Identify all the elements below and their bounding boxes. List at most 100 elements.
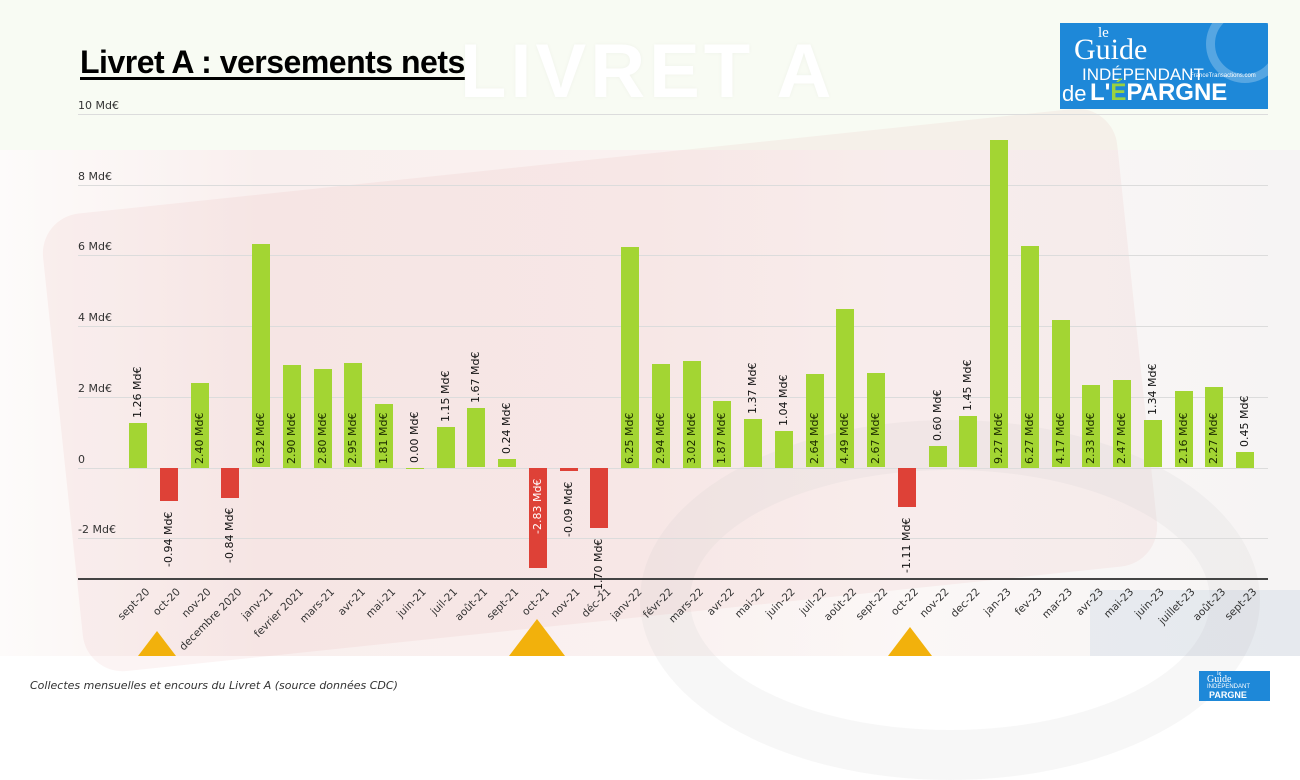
bar — [929, 446, 947, 467]
bar — [221, 468, 239, 498]
bar — [744, 419, 762, 467]
triangle-marker-icon — [888, 627, 932, 656]
y-tick-label: 6 Md€ — [78, 240, 112, 253]
bar — [652, 364, 670, 468]
bar — [560, 468, 578, 471]
value-label: -1.11 Md€ — [900, 517, 913, 573]
brand-logo-small: le Guide INDÉPENDANT PARGNE — [1199, 671, 1270, 701]
bar — [621, 247, 639, 468]
bar — [498, 459, 516, 467]
x-tick-label: mar-23 — [1040, 586, 1075, 621]
source-caption: Collectes mensuelles et encours du Livre… — [30, 679, 398, 692]
x-tick-label: juin-21 — [395, 586, 430, 621]
bar — [1144, 420, 1162, 467]
triangle-marker-icon — [138, 631, 176, 656]
x-tick-label: mai-21 — [364, 586, 399, 621]
bar — [129, 423, 147, 468]
bar — [683, 361, 701, 468]
value-label: 2.40 Md€ — [193, 412, 206, 464]
value-label: 1.67 Md€ — [469, 351, 482, 403]
bar — [1236, 452, 1254, 468]
x-axis-line — [78, 578, 1268, 580]
value-label: 1.04 Md€ — [777, 374, 790, 426]
x-tick-label: fev-23 — [1012, 586, 1045, 618]
value-label: 0.60 Md€ — [931, 389, 944, 441]
chart-title: Livret A : versements nets — [80, 44, 465, 80]
logo-text-de: de — [1062, 81, 1087, 106]
x-tick-label: sept-20 — [115, 586, 153, 623]
value-label: 2.27 Md€ — [1207, 412, 1220, 464]
value-label: 1.26 Md€ — [131, 366, 144, 418]
value-label: 2.16 Md€ — [1177, 412, 1190, 464]
bar — [191, 383, 209, 468]
bar — [314, 369, 332, 468]
gridline — [78, 326, 1268, 327]
gridline — [78, 255, 1268, 256]
value-label: 2.94 Md€ — [654, 412, 667, 464]
bar — [990, 140, 1008, 468]
bar — [252, 244, 270, 467]
bar — [406, 468, 424, 469]
y-tick-label: 0 — [78, 453, 85, 466]
value-label: 2.67 Md€ — [869, 412, 882, 464]
value-label: 3.02 Md€ — [685, 412, 698, 464]
bar — [1113, 380, 1131, 467]
bar — [806, 374, 824, 467]
x-tick-label: avr-23 — [1073, 586, 1106, 619]
gridline — [78, 114, 1268, 115]
value-label: 0.24 Md€ — [500, 402, 513, 454]
triangle-marker-icon — [509, 619, 565, 656]
bar — [898, 468, 916, 507]
logo-text-le: le — [1098, 25, 1109, 41]
x-tick-label: août-23 — [1191, 586, 1229, 624]
value-label: 2.47 Md€ — [1115, 412, 1128, 464]
value-label: 0.00 Md€ — [408, 411, 421, 463]
x-tick-label: nov-22 — [917, 586, 952, 621]
value-label: 6.32 Md€ — [254, 412, 267, 464]
x-tick-label: sept-22 — [853, 586, 891, 623]
value-label: 1.15 Md€ — [439, 370, 452, 422]
bar — [529, 468, 547, 568]
logo-text-guide: Guide — [1074, 33, 1148, 66]
value-label: -2.83 Md€ — [531, 478, 544, 534]
x-tick-label: avr-21 — [335, 586, 368, 619]
x-tick-label: sept-21 — [484, 586, 522, 623]
value-label: 4.49 Md€ — [838, 412, 851, 464]
bar — [1205, 387, 1223, 467]
value-label: 0.45 Md€ — [1238, 395, 1251, 447]
value-label: 9.27 Md€ — [992, 412, 1005, 464]
x-tick-label: oct-20 — [151, 586, 184, 619]
value-label: 2.33 Md€ — [1084, 412, 1097, 464]
value-label: 2.64 Md€ — [808, 412, 821, 464]
logo-text-epargne: L'ÉPARGNE — [1090, 79, 1228, 106]
y-tick-label: 2 Md€ — [78, 382, 112, 395]
y-tick-label: 8 Md€ — [78, 170, 112, 183]
y-tick-label: 4 Md€ — [78, 311, 112, 324]
watermark-text: LIVRET A — [460, 29, 836, 114]
bar — [1021, 246, 1039, 468]
x-tick-label: août-22 — [822, 586, 860, 624]
value-label: 6.25 Md€ — [623, 412, 636, 464]
x-tick-label: nov-21 — [548, 586, 583, 621]
value-label: -0.84 Md€ — [223, 507, 236, 563]
value-label: 4.17 Md€ — [1054, 412, 1067, 464]
value-label: 6.27 Md€ — [1023, 412, 1036, 464]
value-label: 1.34 Md€ — [1146, 363, 1159, 415]
value-label: 2.90 Md€ — [285, 412, 298, 464]
value-label: 1.87 Md€ — [715, 412, 728, 464]
bar — [836, 309, 854, 468]
x-tick-label: avr-22 — [704, 586, 737, 619]
y-tick-label: -2 Md€ — [78, 523, 116, 536]
x-tick-label: oct-22 — [889, 586, 922, 619]
x-tick-label: juin-22 — [764, 586, 799, 621]
value-label: -1.70 Md€ — [592, 538, 605, 594]
logo-text-site: FranceTransactions.com — [1190, 73, 1256, 79]
bar — [1052, 320, 1070, 467]
x-tick-label: mai-22 — [733, 586, 768, 621]
bar — [375, 404, 393, 468]
bar — [437, 427, 455, 468]
bar — [775, 431, 793, 468]
bar — [959, 416, 977, 467]
gridline — [78, 397, 1268, 398]
value-label: -0.09 Md€ — [562, 481, 575, 537]
